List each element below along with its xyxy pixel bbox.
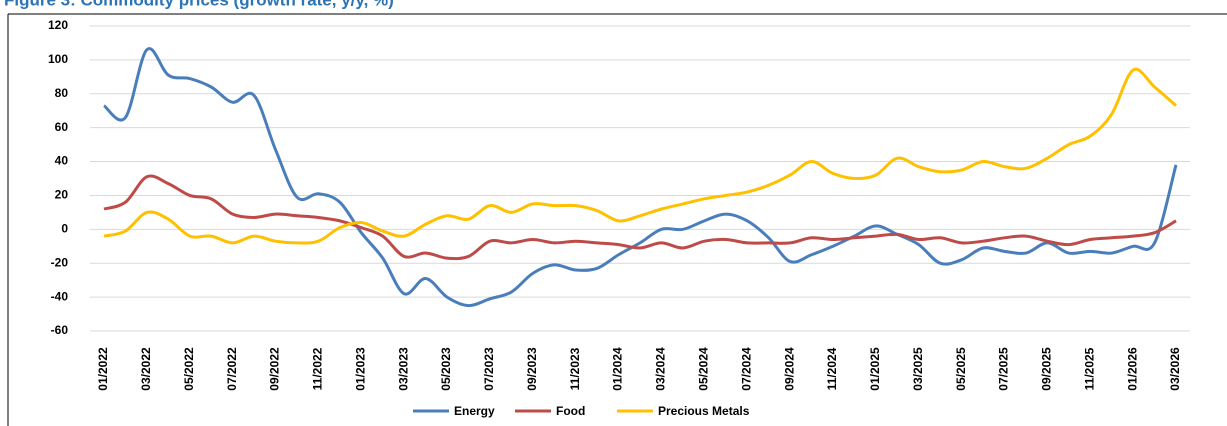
legend-label: Food bbox=[556, 404, 585, 418]
chart-title: Figure 3: Commodity prices (growth rate,… bbox=[4, 0, 394, 9]
x-tick-label: 11/2023 bbox=[568, 347, 582, 390]
x-tick-label: 05/2024 bbox=[696, 347, 710, 391]
x-tick-label: 09/2024 bbox=[782, 347, 796, 391]
x-tick-label: 05/2023 bbox=[439, 347, 453, 391]
x-tick-label: 09/2022 bbox=[268, 347, 282, 391]
x-tick-label: 03/2024 bbox=[654, 347, 668, 391]
x-tick-label: 11/2022 bbox=[311, 347, 325, 390]
x-tick-label: 01/2023 bbox=[353, 347, 367, 391]
x-tick-label: 01/2022 bbox=[96, 347, 110, 391]
series-line bbox=[103, 174, 1177, 261]
y-tick-label: 20 bbox=[55, 188, 69, 202]
y-tick-label: 0 bbox=[61, 222, 68, 236]
x-tick-label: 01/2025 bbox=[868, 347, 882, 391]
x-tick-label: 09/2025 bbox=[1040, 347, 1054, 391]
x-tick-label: 11/2024 bbox=[825, 347, 839, 390]
x-tick-label: 03/2025 bbox=[911, 347, 925, 391]
x-tick-label: 05/2022 bbox=[182, 347, 196, 391]
x-tick-label: 07/2024 bbox=[739, 347, 753, 391]
legend-label: Precious Metals bbox=[658, 404, 750, 418]
x-tick-label: 07/2022 bbox=[225, 347, 239, 391]
series-line bbox=[103, 47, 1178, 308]
x-tick-label: 01/2026 bbox=[1125, 347, 1139, 391]
x-tick-label: 03/2022 bbox=[139, 347, 153, 391]
y-tick-label: 120 bbox=[48, 18, 68, 32]
y-tick-label: 80 bbox=[55, 86, 69, 100]
y-tick-label: 60 bbox=[55, 120, 69, 134]
x-tick-label: 09/2023 bbox=[525, 347, 539, 391]
y-tick-label: -20 bbox=[51, 255, 69, 269]
legend-label: Energy bbox=[454, 404, 495, 418]
x-tick-label: 03/2023 bbox=[396, 347, 410, 391]
y-tick-label: 100 bbox=[48, 52, 68, 66]
x-tick-label: 07/2023 bbox=[482, 347, 496, 391]
x-tick-label: 05/2025 bbox=[954, 347, 968, 391]
series-line bbox=[103, 67, 1177, 245]
x-tick-label: 03/2026 bbox=[1168, 347, 1182, 391]
y-tick-label: 40 bbox=[55, 154, 69, 168]
x-tick-label: 01/2024 bbox=[611, 347, 625, 391]
y-tick-label: -60 bbox=[51, 323, 69, 337]
y-tick-label: -40 bbox=[51, 289, 69, 303]
x-tick-label: 07/2025 bbox=[997, 347, 1011, 391]
x-tick-label: 11/2025 bbox=[1082, 347, 1096, 390]
